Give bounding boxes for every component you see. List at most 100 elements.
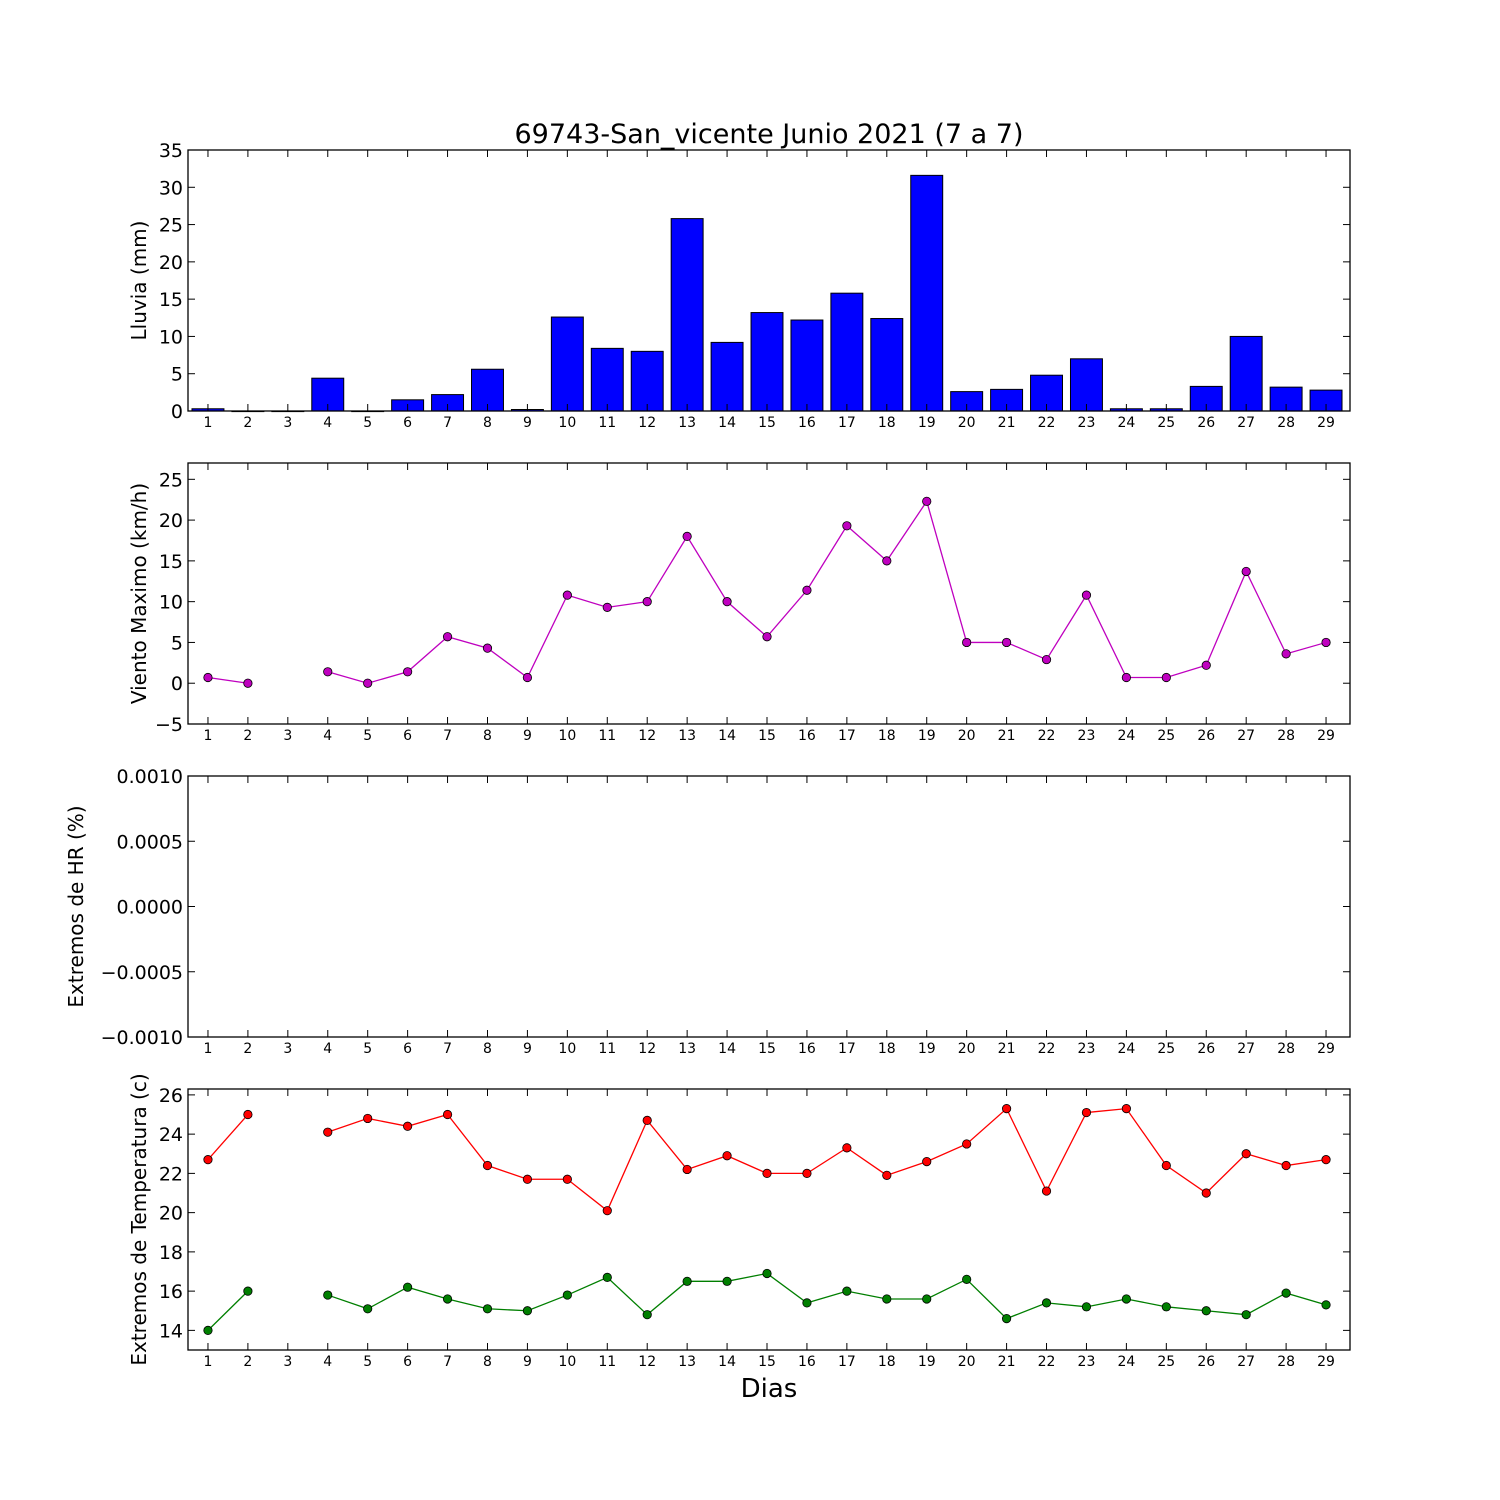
xtick-label-19: 19 <box>918 415 936 431</box>
series-2-point-day-1 <box>203 1325 213 1335</box>
series-1-line-segment-2 <box>327 1107 1327 1212</box>
series-1-point-day-26 <box>1201 1188 1211 1198</box>
series-1-point-day-10 <box>562 590 572 600</box>
xtick-label-14: 14 <box>718 1041 736 1057</box>
ytick-label: 10 <box>159 592 183 614</box>
xtick-label-20: 20 <box>958 415 976 431</box>
xtick-label-3: 3 <box>283 728 292 744</box>
xtick-label-15: 15 <box>758 1041 776 1057</box>
xtick-label-29: 29 <box>1317 415 1335 431</box>
bar-day-17 <box>830 292 864 412</box>
xtick-label-24: 24 <box>1117 1354 1135 1370</box>
ytick-label: 15 <box>159 551 183 573</box>
xtick-label-27: 27 <box>1237 1354 1255 1370</box>
bar-day-23 <box>1069 358 1103 412</box>
ytick-label: 5 <box>171 632 183 654</box>
xtick-label-4: 4 <box>323 728 332 744</box>
series-1-point-day-28 <box>1281 649 1291 659</box>
xtick-label-20: 20 <box>958 1041 976 1057</box>
bar-day-11 <box>590 347 624 412</box>
series-1-point-day-8 <box>482 1160 493 1171</box>
ytick-label: 0.0005 <box>117 831 183 853</box>
xtick-label-26: 26 <box>1197 728 1215 744</box>
bar-day-18 <box>870 318 904 412</box>
xtick-label-21: 21 <box>998 415 1016 431</box>
xtick-label-9: 9 <box>523 728 532 744</box>
series-2-point-day-24 <box>1121 1294 1131 1304</box>
series-1-point-day-20 <box>962 1139 972 1149</box>
series-2-point-day-21 <box>1001 1314 1012 1324</box>
xtick-label-2: 2 <box>243 1354 252 1370</box>
xtick-label-6: 6 <box>403 1041 412 1057</box>
xtick-label-25: 25 <box>1157 415 1175 431</box>
series-1-point-day-6 <box>403 667 413 677</box>
xtick-label-3: 3 <box>283 1354 292 1370</box>
xtick-label-11: 11 <box>598 415 616 431</box>
xtick-label-18: 18 <box>878 1041 896 1057</box>
xtick-label-26: 26 <box>1197 1354 1215 1370</box>
xtick-label-13: 13 <box>678 1354 696 1370</box>
xtick-label-27: 27 <box>1237 728 1255 744</box>
series-2-point-day-8 <box>482 1304 493 1314</box>
series-1-point-day-28 <box>1281 1160 1291 1171</box>
series-1-point-day-19 <box>922 1157 932 1167</box>
series-1-point-day-2 <box>243 1109 253 1120</box>
panel-1-frame <box>187 149 1351 412</box>
ytick-label: 0.0000 <box>117 897 183 919</box>
xtick-label-5: 5 <box>363 728 372 744</box>
series-1-point-day-5 <box>363 678 373 688</box>
xtick-label-9: 9 <box>523 1354 532 1370</box>
series-2-point-day-5 <box>363 1304 373 1314</box>
panel-1-ylabel: Lluvia (mm) <box>127 221 151 341</box>
panel-3-frame <box>187 775 1351 1038</box>
xtick-label-22: 22 <box>1038 415 1056 431</box>
panel-4-ylabel: Extremos de Temperatura (c) <box>127 1073 151 1365</box>
series-2-point-day-9 <box>522 1306 533 1316</box>
xtick-label-14: 14 <box>718 728 736 744</box>
ytick-label: 35 <box>159 140 183 162</box>
ytick-label: 0 <box>171 673 183 695</box>
series-2-point-day-23 <box>1081 1302 1092 1312</box>
series-1-point-day-5 <box>363 1113 373 1124</box>
series-1-point-day-20 <box>962 637 972 648</box>
bar-day-16 <box>790 319 824 412</box>
xtick-label-24: 24 <box>1117 728 1135 744</box>
xtick-label-14: 14 <box>718 1354 736 1370</box>
xtick-label-2: 2 <box>243 728 252 744</box>
series-1-point-day-11 <box>602 1206 612 1216</box>
bar-day-14 <box>710 341 744 412</box>
xtick-label-24: 24 <box>1117 1041 1135 1057</box>
series-1-point-day-16 <box>802 585 812 595</box>
xtick-label-28: 28 <box>1277 1041 1295 1057</box>
xtick-label-16: 16 <box>798 728 816 744</box>
ytick-label: −0.0010 <box>101 1027 183 1049</box>
series-2-point-day-11 <box>602 1272 612 1282</box>
series-1-point-day-10 <box>562 1174 572 1184</box>
xtick-label-6: 6 <box>403 415 412 431</box>
series-1-point-day-1 <box>203 1155 213 1165</box>
ytick-label: 10 <box>159 326 183 348</box>
xtick-label-3: 3 <box>283 1041 292 1057</box>
series-1-line-segment-1 <box>207 676 248 684</box>
xtick-label-21: 21 <box>998 728 1016 744</box>
series-1-point-day-9 <box>522 1174 533 1184</box>
panel-4-frame <box>187 1088 1351 1351</box>
xtick-label-25: 25 <box>1157 1354 1175 1370</box>
series-2-point-day-14 <box>722 1276 732 1286</box>
series-1-point-day-4 <box>323 1127 333 1137</box>
xtick-label-8: 8 <box>483 728 492 744</box>
figure-title: 69743-San_vicente Junio 2021 (7 a 7) <box>515 119 1024 150</box>
series-2-line-segment-2 <box>327 1272 1327 1320</box>
xtick-label-12: 12 <box>638 1354 656 1370</box>
xtick-label-8: 8 <box>483 1041 492 1057</box>
series-1-point-day-15 <box>762 632 772 642</box>
bar-day-19 <box>910 174 944 412</box>
xtick-label-26: 26 <box>1197 415 1215 431</box>
series-1-point-day-26 <box>1201 660 1211 670</box>
xtick-label-25: 25 <box>1157 728 1175 744</box>
xtick-label-13: 13 <box>678 728 696 744</box>
xtick-label-1: 1 <box>204 1041 213 1057</box>
panel-2-frame <box>187 462 1351 725</box>
